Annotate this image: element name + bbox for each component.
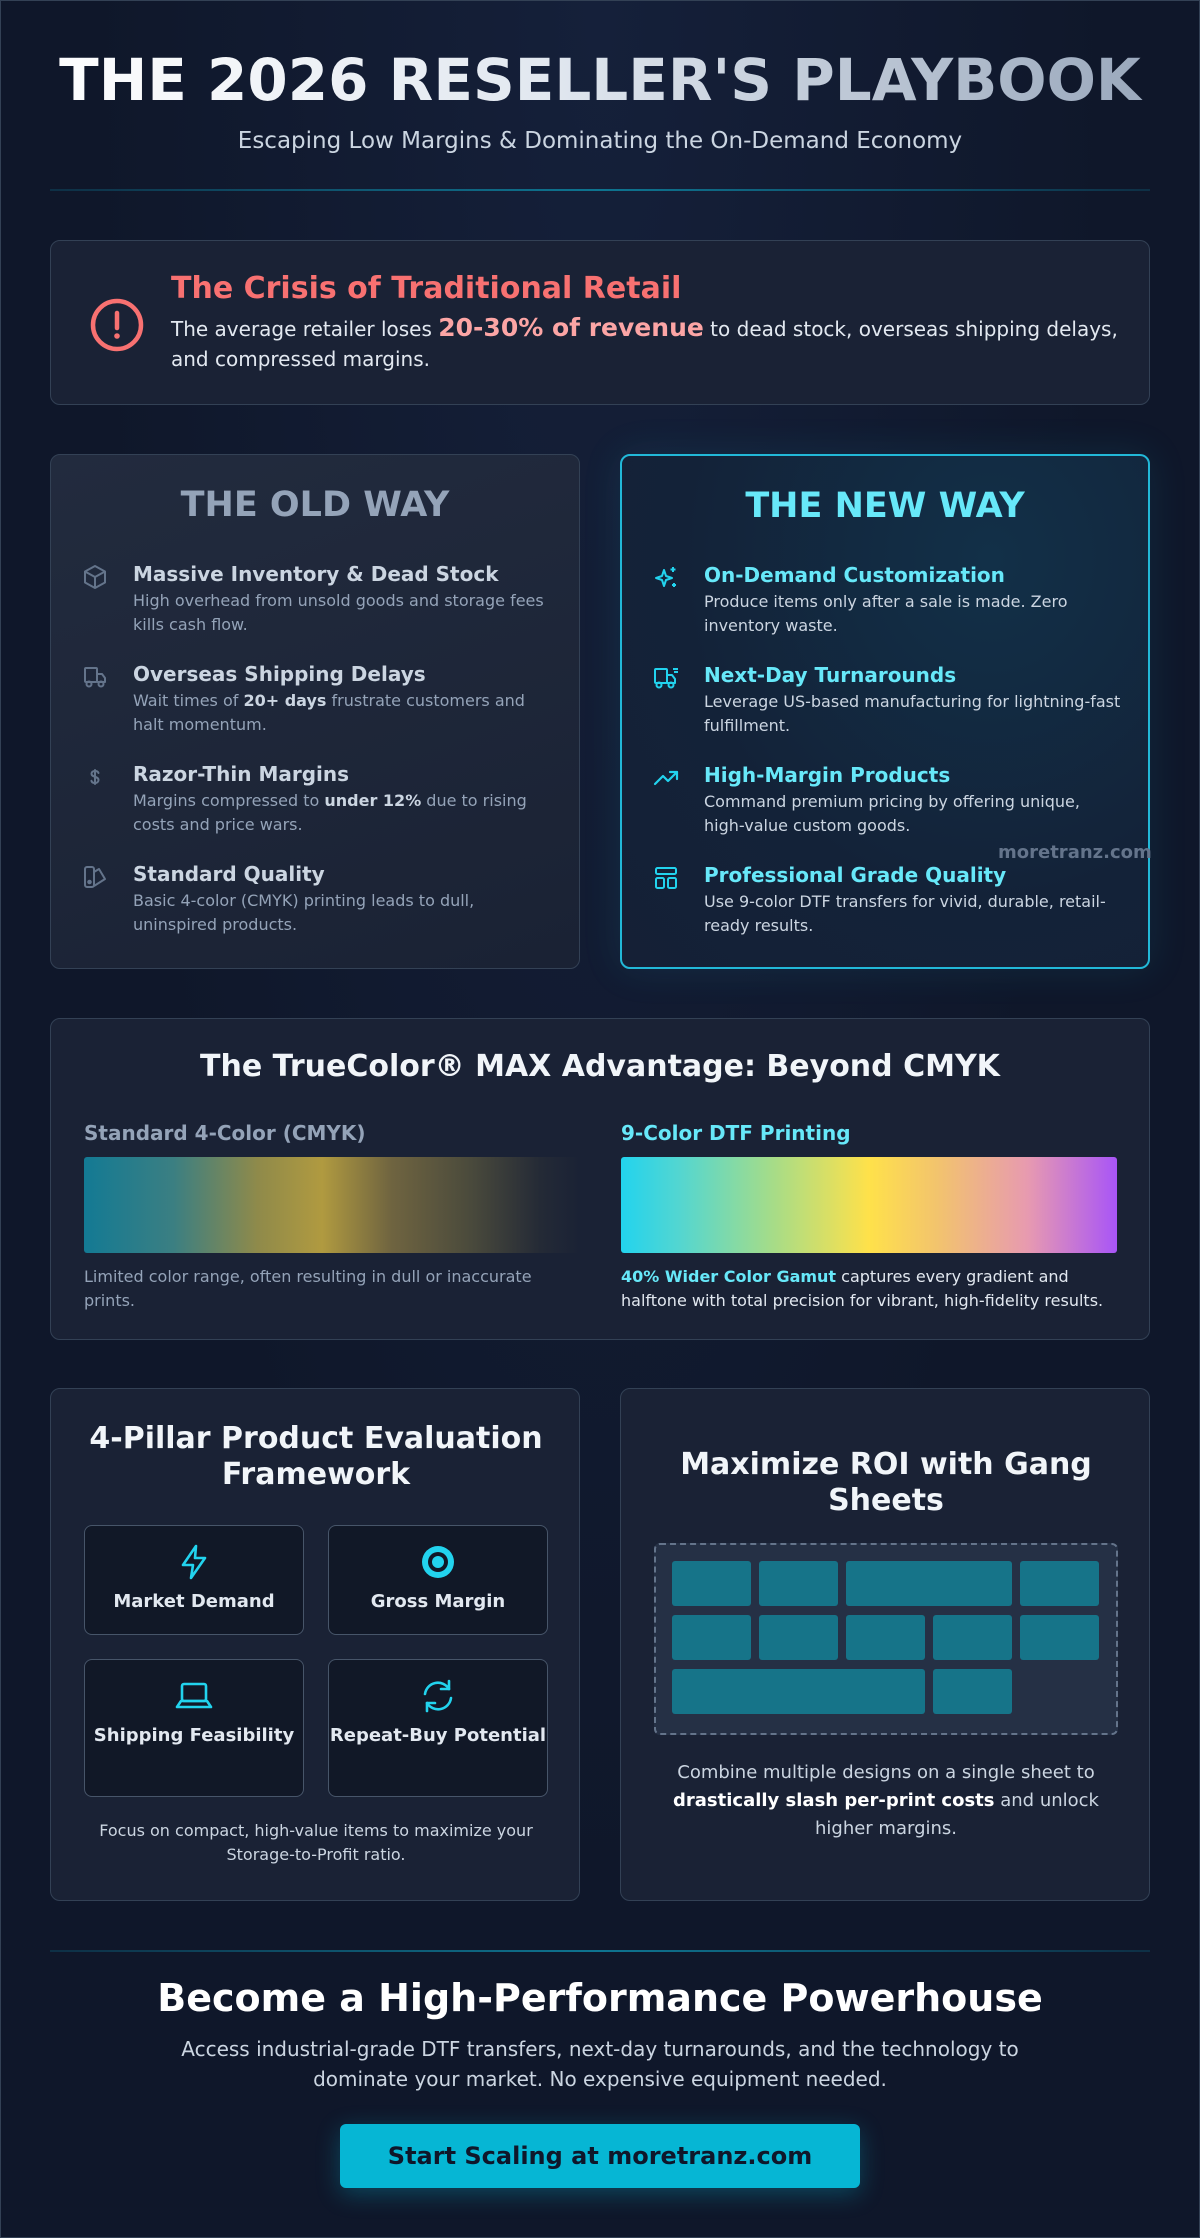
layout-icon (655, 867, 677, 889)
pillar-market-demand: Market Demand (84, 1525, 304, 1635)
crisis-card: The Crisis of Traditional Retail The ave… (50, 240, 1150, 405)
truecolor-title: The TrueColor® MAX Advantage: Beyond CMY… (200, 1049, 1000, 1084)
old-way-item: Massive Inventory & Dead Stock High over… (81, 561, 551, 637)
old-item-desc: Basic 4-color (CMYK) printing leads to d… (133, 891, 475, 934)
gang-sheets-card: Maximize ROI with Gang Sheets Combine mu… (620, 1388, 1150, 1901)
new-item-title: Professional Grade Quality (704, 863, 1007, 887)
refresh-icon (423, 1679, 453, 1713)
cta-description: Access industrial-grade DTF transfers, n… (181, 2037, 1019, 2091)
cmyk-desc: Limited color range, often resulting in … (84, 1267, 532, 1310)
old-way-item: Razor-Thin Margins Margins compressed to… (81, 761, 551, 837)
design-tile (1020, 1561, 1099, 1606)
new-item-desc: Leverage US-based manufacturing for ligh… (704, 692, 1121, 735)
design-tile (933, 1615, 1012, 1660)
design-tile (846, 1615, 925, 1660)
old-item-desc: Margins compressed to under 12% due to r… (133, 791, 527, 834)
crisis-text: The average retailer loses 20-30% of rev… (171, 313, 1118, 371)
alert-circle-icon (90, 298, 144, 352)
old-way-heading: THE OLD WAY (180, 485, 450, 525)
divider (50, 1950, 1150, 1952)
dtf-label: 9-Color DTF Printing (621, 1121, 851, 1145)
cmyk-gradient-bar (84, 1157, 580, 1253)
old-way-item: Standard Quality Basic 4-color (CMYK) pr… (81, 861, 551, 937)
header: THE 2026 RESELLER'S PLAYBOOK Escaping Lo… (0, 40, 1200, 154)
page-subtitle: Escaping Low Margins & Dominating the On… (237, 128, 963, 154)
dtf-gradient-bar (621, 1157, 1117, 1253)
page-title: THE 2026 RESELLER'S PLAYBOOK (0, 40, 1200, 120)
new-way-item: High-Margin Products Command premium pri… (652, 762, 1122, 838)
trending-up-icon (653, 770, 679, 786)
sparkles-icon (655, 567, 676, 587)
new-item-desc: Command premium pricing by offering uniq… (704, 792, 1080, 835)
new-item-desc: Use 9-color DTF transfers for vivid, dur… (704, 892, 1106, 935)
crisis-highlight: 20-30% of revenue (438, 313, 704, 342)
new-way-item: Next-Day Turnarounds Leverage US-based m… (652, 662, 1122, 738)
pillar-label: Shipping Feasibility (93, 1725, 295, 1746)
old-item-title: Overseas Shipping Delays (133, 662, 426, 686)
truck-icon (84, 667, 106, 688)
fast-truck-icon (654, 668, 678, 689)
new-way-item: On-Demand Customization Produce items on… (652, 562, 1122, 638)
gang-sheet-diagram (654, 1543, 1118, 1735)
crisis-title: The Crisis of Traditional Retail (171, 271, 682, 306)
cmyk-label: Standard 4-Color (CMYK) (84, 1121, 366, 1145)
new-item-desc: Produce items only after a sale is made.… (704, 592, 1068, 635)
pillar-shipping-feasibility: Shipping Feasibility (84, 1659, 304, 1797)
old-way-item: Overseas Shipping Delays Wait times of 2… (81, 661, 551, 737)
design-tile (672, 1669, 925, 1714)
design-tile (759, 1561, 838, 1606)
cta-title: Become a High-Performance Powerhouse (157, 1976, 1043, 2020)
old-way-card: THE OLD WAY Massive Inventory & Dead Sto… (50, 454, 580, 969)
pillar-gross-margin: Gross Margin (328, 1525, 548, 1635)
gang-title: Maximize ROI with Gang Sheets (680, 1447, 1092, 1518)
pillar-label: Gross Margin (370, 1591, 506, 1612)
new-item-title: On-Demand Customization (704, 563, 1005, 587)
new-way-item: Professional Grade Quality Use 9-color D… (652, 862, 1122, 938)
old-item-desc: Wait times of 20+ days frustrate custome… (133, 691, 525, 734)
old-item-title: Massive Inventory & Dead Stock (133, 562, 499, 586)
new-way-heading: THE NEW WAY (745, 486, 1025, 526)
old-item-title: Razor-Thin Margins (133, 762, 350, 786)
new-item-title: Next-Day Turnarounds (704, 663, 957, 687)
old-item-desc: High overhead from unsold goods and stor… (133, 591, 544, 634)
design-tile (846, 1561, 1012, 1606)
new-way-card: THE NEW WAY On-Demand Customization Prod… (620, 454, 1150, 969)
pillar-label: Market Demand (113, 1591, 275, 1612)
target-icon (422, 1546, 454, 1578)
dtf-gamut: 9-Color DTF Printing 40% Wider Color Gam… (621, 1121, 1117, 1313)
design-tile (1020, 1615, 1099, 1660)
laptop-icon (175, 1682, 213, 1709)
pillar-label: Repeat-Buy Potential (329, 1725, 547, 1746)
new-item-title: High-Margin Products (704, 763, 951, 787)
watermark: moretranz.com (998, 842, 1152, 863)
design-tile (759, 1615, 838, 1660)
dollar-icon (90, 769, 100, 785)
box-icon (84, 565, 106, 589)
design-tile (672, 1615, 751, 1660)
swatch-icon (84, 866, 106, 888)
pillars-card: 4-Pillar Product Evaluation Framework Ma… (50, 1388, 580, 1901)
start-scaling-button[interactable]: Start Scaling at moretranz.com (340, 2124, 860, 2188)
design-tile (933, 1669, 1012, 1714)
gang-footer: Combine multiple designs on a single she… (673, 1762, 1099, 1839)
pillars-title: 4-Pillar Product Evaluation Framework (89, 1421, 543, 1492)
pillar-repeat-buy: Repeat-Buy Potential (328, 1659, 548, 1797)
divider (50, 189, 1150, 191)
old-item-title: Standard Quality (133, 862, 325, 886)
bolt-icon (181, 1544, 207, 1580)
design-tile (672, 1561, 751, 1606)
pillars-footer: Focus on compact, high-value items to ma… (99, 1821, 533, 1864)
truecolor-card: The TrueColor® MAX Advantage: Beyond CMY… (50, 1018, 1150, 1340)
cmyk-gamut: Standard 4-Color (CMYK) Limited color ra… (84, 1121, 580, 1313)
dtf-desc: 40% Wider Color Gamut captures every gra… (621, 1267, 1104, 1310)
